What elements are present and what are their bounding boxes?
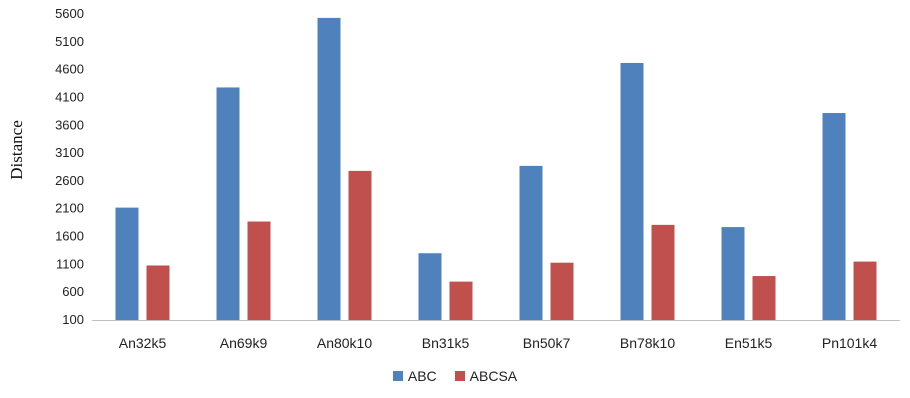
bar-abcsa-pn101k4 bbox=[853, 261, 877, 320]
bar-abcsa-en51k5 bbox=[752, 276, 776, 320]
x-category-label: Bn78k10 bbox=[620, 335, 675, 351]
y-axis-ticks: 100 600 1100 1600 2100 2600 3100 3600 4100 4600 51… bbox=[55, 6, 84, 327]
bar-abcsa-an80k10 bbox=[348, 170, 372, 320]
legend-item-abcsa: ABCSA bbox=[454, 368, 518, 384]
x-axis-categories: An32k5 An69k9 An80k10 Bn31k5 Bn50k7 Bn78k10 En… bbox=[119, 335, 878, 351]
bar-chart: 100 600 1100 1600 2100 2600 3100 3600 4100 4600 51… bbox=[7, 6, 900, 351]
x-category-label: En51k5 bbox=[725, 335, 773, 351]
bar-abc-bn78k10 bbox=[620, 62, 644, 321]
bar-abcsa-bn31k5 bbox=[449, 281, 473, 320]
legend-swatch bbox=[454, 371, 465, 381]
y-tick-label: 5600 bbox=[55, 6, 84, 21]
y-tick-label: 4600 bbox=[55, 62, 84, 77]
x-category-label: An32k5 bbox=[119, 335, 167, 351]
bar-abc-bn50k7 bbox=[519, 165, 543, 320]
y-tick-label: 2100 bbox=[55, 201, 84, 216]
legend: ABC ABCSA bbox=[0, 368, 910, 384]
y-tick-label: 1100 bbox=[56, 256, 84, 271]
bar-abcsa-an69k9 bbox=[247, 221, 271, 320]
bar-abc-an80k10 bbox=[317, 17, 341, 321]
bar-abc-pn101k4 bbox=[822, 113, 846, 320]
y-tick-label: 4100 bbox=[55, 89, 84, 104]
legend-swatch bbox=[392, 371, 403, 381]
bar-abc-an69k9 bbox=[216, 87, 240, 320]
x-category-label: Bn31k5 bbox=[422, 335, 470, 351]
y-axis-label: Distance bbox=[7, 120, 26, 179]
y-tick-label: 3100 bbox=[55, 145, 84, 160]
bar-abc-an32k5 bbox=[115, 207, 139, 320]
y-tick-label: 1600 bbox=[55, 229, 84, 244]
x-category-label: An80k10 bbox=[317, 335, 372, 351]
legend-label: ABCSA bbox=[469, 368, 518, 384]
y-tick-label: 3600 bbox=[55, 117, 84, 132]
y-tick-label: 2600 bbox=[55, 173, 84, 188]
x-category-label: Pn101k4 bbox=[822, 335, 877, 351]
legend-item-abc: ABC bbox=[392, 368, 437, 384]
y-tick-label: 600 bbox=[62, 284, 84, 299]
bar-abc-en51k5 bbox=[721, 227, 745, 320]
y-tick-label: 5100 bbox=[55, 34, 84, 49]
bar-abcsa-an32k5 bbox=[146, 265, 170, 320]
x-category-label: Bn50k7 bbox=[523, 335, 571, 351]
bars bbox=[115, 17, 877, 321]
bar-abcsa-bn50k7 bbox=[550, 262, 574, 320]
x-category-label: An69k9 bbox=[220, 335, 268, 351]
y-tick-label: 100 bbox=[62, 312, 84, 327]
legend-label: ABC bbox=[407, 368, 437, 384]
bar-abc-bn31k5 bbox=[418, 253, 442, 320]
bar-abcsa-bn78k10 bbox=[651, 224, 675, 320]
